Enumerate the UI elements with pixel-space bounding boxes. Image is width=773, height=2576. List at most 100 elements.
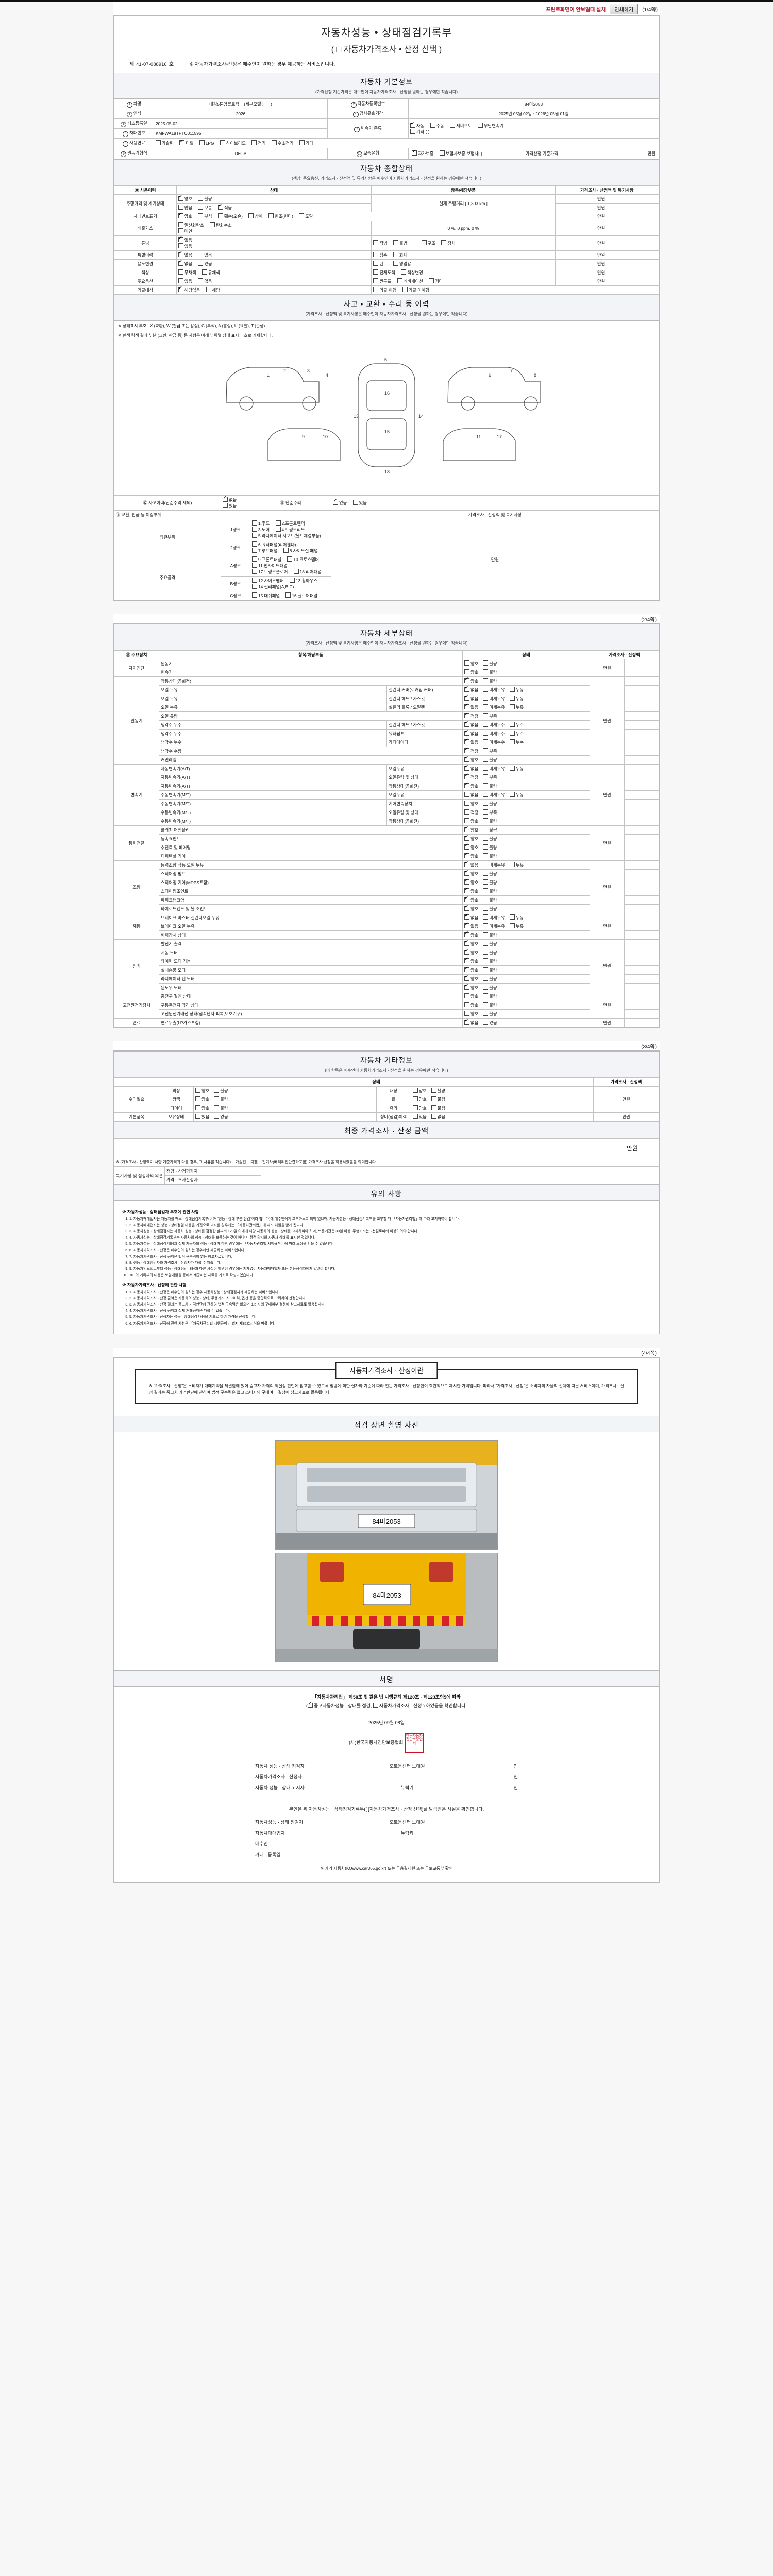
fuel-opt[interactable]: 디젤 bbox=[179, 139, 194, 146]
detail-note[interactable] bbox=[624, 860, 659, 870]
checkbox-off[interactable] bbox=[509, 731, 515, 736]
state-opt[interactable]: 없음 bbox=[198, 278, 212, 284]
price-note[interactable] bbox=[607, 194, 659, 204]
detail-note[interactable] bbox=[624, 738, 659, 747]
checkbox-off[interactable] bbox=[412, 1105, 418, 1110]
checkbox-off[interactable] bbox=[509, 923, 515, 928]
checkbox-on[interactable] bbox=[178, 285, 183, 292]
checkbox-on[interactable] bbox=[464, 913, 469, 920]
state-opt[interactable]: 해당없음 bbox=[178, 285, 200, 293]
checkbox-off[interactable] bbox=[178, 205, 183, 210]
state-opt[interactable]: 적정 bbox=[464, 711, 478, 719]
detail-note[interactable] bbox=[624, 817, 659, 826]
state-opt[interactable]: 미세누수 bbox=[483, 731, 505, 737]
state-opt[interactable]: 전체도색 bbox=[373, 269, 395, 276]
state-opt[interactable]: 양호 bbox=[464, 983, 478, 991]
state-opt[interactable]: 불량 bbox=[483, 941, 497, 947]
checkbox-off[interactable] bbox=[275, 527, 281, 532]
state-opt[interactable]: 없음 bbox=[223, 495, 237, 503]
checkbox-off[interactable] bbox=[483, 879, 489, 885]
state-opt[interactable]: 유채색 bbox=[201, 269, 220, 276]
detail-note[interactable] bbox=[624, 1001, 659, 1010]
state-opt[interactable]: 있음 bbox=[198, 252, 212, 258]
checkbox-off[interactable] bbox=[198, 205, 204, 210]
state-opt[interactable]: 누유 bbox=[509, 687, 524, 693]
state-opt[interactable]: 적정 bbox=[464, 773, 478, 781]
checkbox-off[interactable] bbox=[252, 563, 257, 568]
checkbox-off[interactable] bbox=[195, 1096, 200, 1101]
detail-note[interactable] bbox=[624, 668, 659, 677]
checkbox-off[interactable] bbox=[178, 228, 183, 233]
detail-note[interactable] bbox=[624, 703, 659, 712]
state-opt[interactable]: 없음 bbox=[178, 235, 192, 243]
checkbox-off[interactable] bbox=[198, 213, 204, 218]
checkbox-off[interactable] bbox=[214, 1114, 220, 1119]
part-opt[interactable]: 12.사이드멤버 bbox=[252, 578, 284, 584]
fuel-opt[interactable]: 전기 bbox=[251, 140, 266, 146]
checkbox-off[interactable] bbox=[483, 923, 489, 928]
checkbox-off[interactable] bbox=[431, 1105, 436, 1110]
checkbox-on[interactable] bbox=[464, 676, 469, 683]
state-opt[interactable]: 적정 bbox=[464, 809, 478, 816]
checkbox-off[interactable] bbox=[483, 1002, 489, 1007]
price-note[interactable] bbox=[607, 268, 659, 277]
checkbox-on[interactable] bbox=[464, 895, 469, 902]
checkbox-off[interactable] bbox=[483, 941, 489, 946]
state-opt[interactable]: 양호 bbox=[464, 825, 478, 833]
checkbox-on[interactable] bbox=[464, 1018, 469, 1025]
checkbox-off[interactable] bbox=[393, 252, 398, 257]
checkbox-off[interactable] bbox=[464, 792, 469, 797]
checkbox-off[interactable] bbox=[483, 669, 489, 674]
checkbox-on[interactable] bbox=[178, 259, 183, 266]
detail-note[interactable] bbox=[624, 782, 659, 791]
checkbox-off[interactable] bbox=[429, 278, 434, 283]
checkbox-off[interactable] bbox=[412, 1088, 418, 1093]
state-opt[interactable]: 불량 bbox=[431, 1096, 445, 1103]
checkbox-off[interactable] bbox=[293, 569, 299, 574]
state-opt[interactable]: 부식 bbox=[198, 213, 212, 219]
checkbox-off[interactable] bbox=[214, 1105, 220, 1110]
state-opt[interactable]: 적법 bbox=[373, 240, 388, 246]
detail-note[interactable] bbox=[624, 773, 659, 782]
state-opt[interactable]: 없음 bbox=[178, 259, 192, 267]
checkbox-off[interactable] bbox=[483, 704, 489, 709]
state-opt[interactable]: 없음 bbox=[464, 729, 478, 737]
checkbox-off[interactable] bbox=[252, 520, 257, 526]
checkbox-off[interactable] bbox=[397, 278, 402, 283]
checkbox-off[interactable] bbox=[412, 1096, 418, 1101]
checkbox-off[interactable] bbox=[287, 556, 293, 562]
state-opt[interactable]: 미세누유 bbox=[483, 704, 505, 710]
state-opt[interactable]: 양호 bbox=[412, 1088, 427, 1094]
detail-note[interactable] bbox=[624, 764, 659, 773]
checkbox-off[interactable] bbox=[373, 252, 379, 257]
checkbox-off[interactable] bbox=[214, 1088, 220, 1093]
checkbox-off[interactable] bbox=[393, 261, 398, 266]
detail-note[interactable] bbox=[624, 895, 659, 905]
checkbox-off[interactable] bbox=[509, 696, 515, 701]
checkbox-off[interactable] bbox=[373, 269, 379, 275]
checkbox-on[interactable] bbox=[464, 755, 469, 762]
checkbox-off[interactable] bbox=[412, 1114, 418, 1119]
trans-opt[interactable]: 무단변속기 bbox=[478, 122, 503, 129]
state-opt[interactable]: 미세누유 bbox=[483, 914, 505, 921]
state-opt[interactable]: 양호 bbox=[195, 1096, 209, 1103]
state-opt[interactable]: 양호 bbox=[464, 818, 478, 824]
state-opt[interactable]: 양호 bbox=[178, 212, 192, 219]
checkbox-on[interactable] bbox=[178, 250, 183, 257]
state-opt[interactable]: 해당 bbox=[206, 287, 220, 293]
checkbox-off[interactable] bbox=[509, 722, 515, 727]
state-opt[interactable]: 없음 bbox=[464, 922, 478, 929]
detail-note[interactable] bbox=[624, 659, 659, 668]
detail-note[interactable] bbox=[624, 887, 659, 896]
detail-note[interactable] bbox=[624, 720, 659, 730]
state-opt[interactable]: 불량 bbox=[483, 985, 497, 991]
state-opt[interactable]: 누유 bbox=[509, 696, 524, 702]
checkbox-off[interactable] bbox=[439, 150, 445, 156]
part-opt[interactable]: 18.리어패널 bbox=[293, 569, 322, 575]
state-opt[interactable]: 탄화수소 bbox=[210, 222, 232, 228]
checkbox-off[interactable] bbox=[252, 541, 257, 547]
checkbox-off[interactable] bbox=[214, 1096, 220, 1101]
checkbox-on[interactable] bbox=[410, 121, 415, 128]
checkbox-off[interactable] bbox=[251, 140, 257, 145]
state-opt[interactable]: 누유 bbox=[509, 766, 524, 772]
